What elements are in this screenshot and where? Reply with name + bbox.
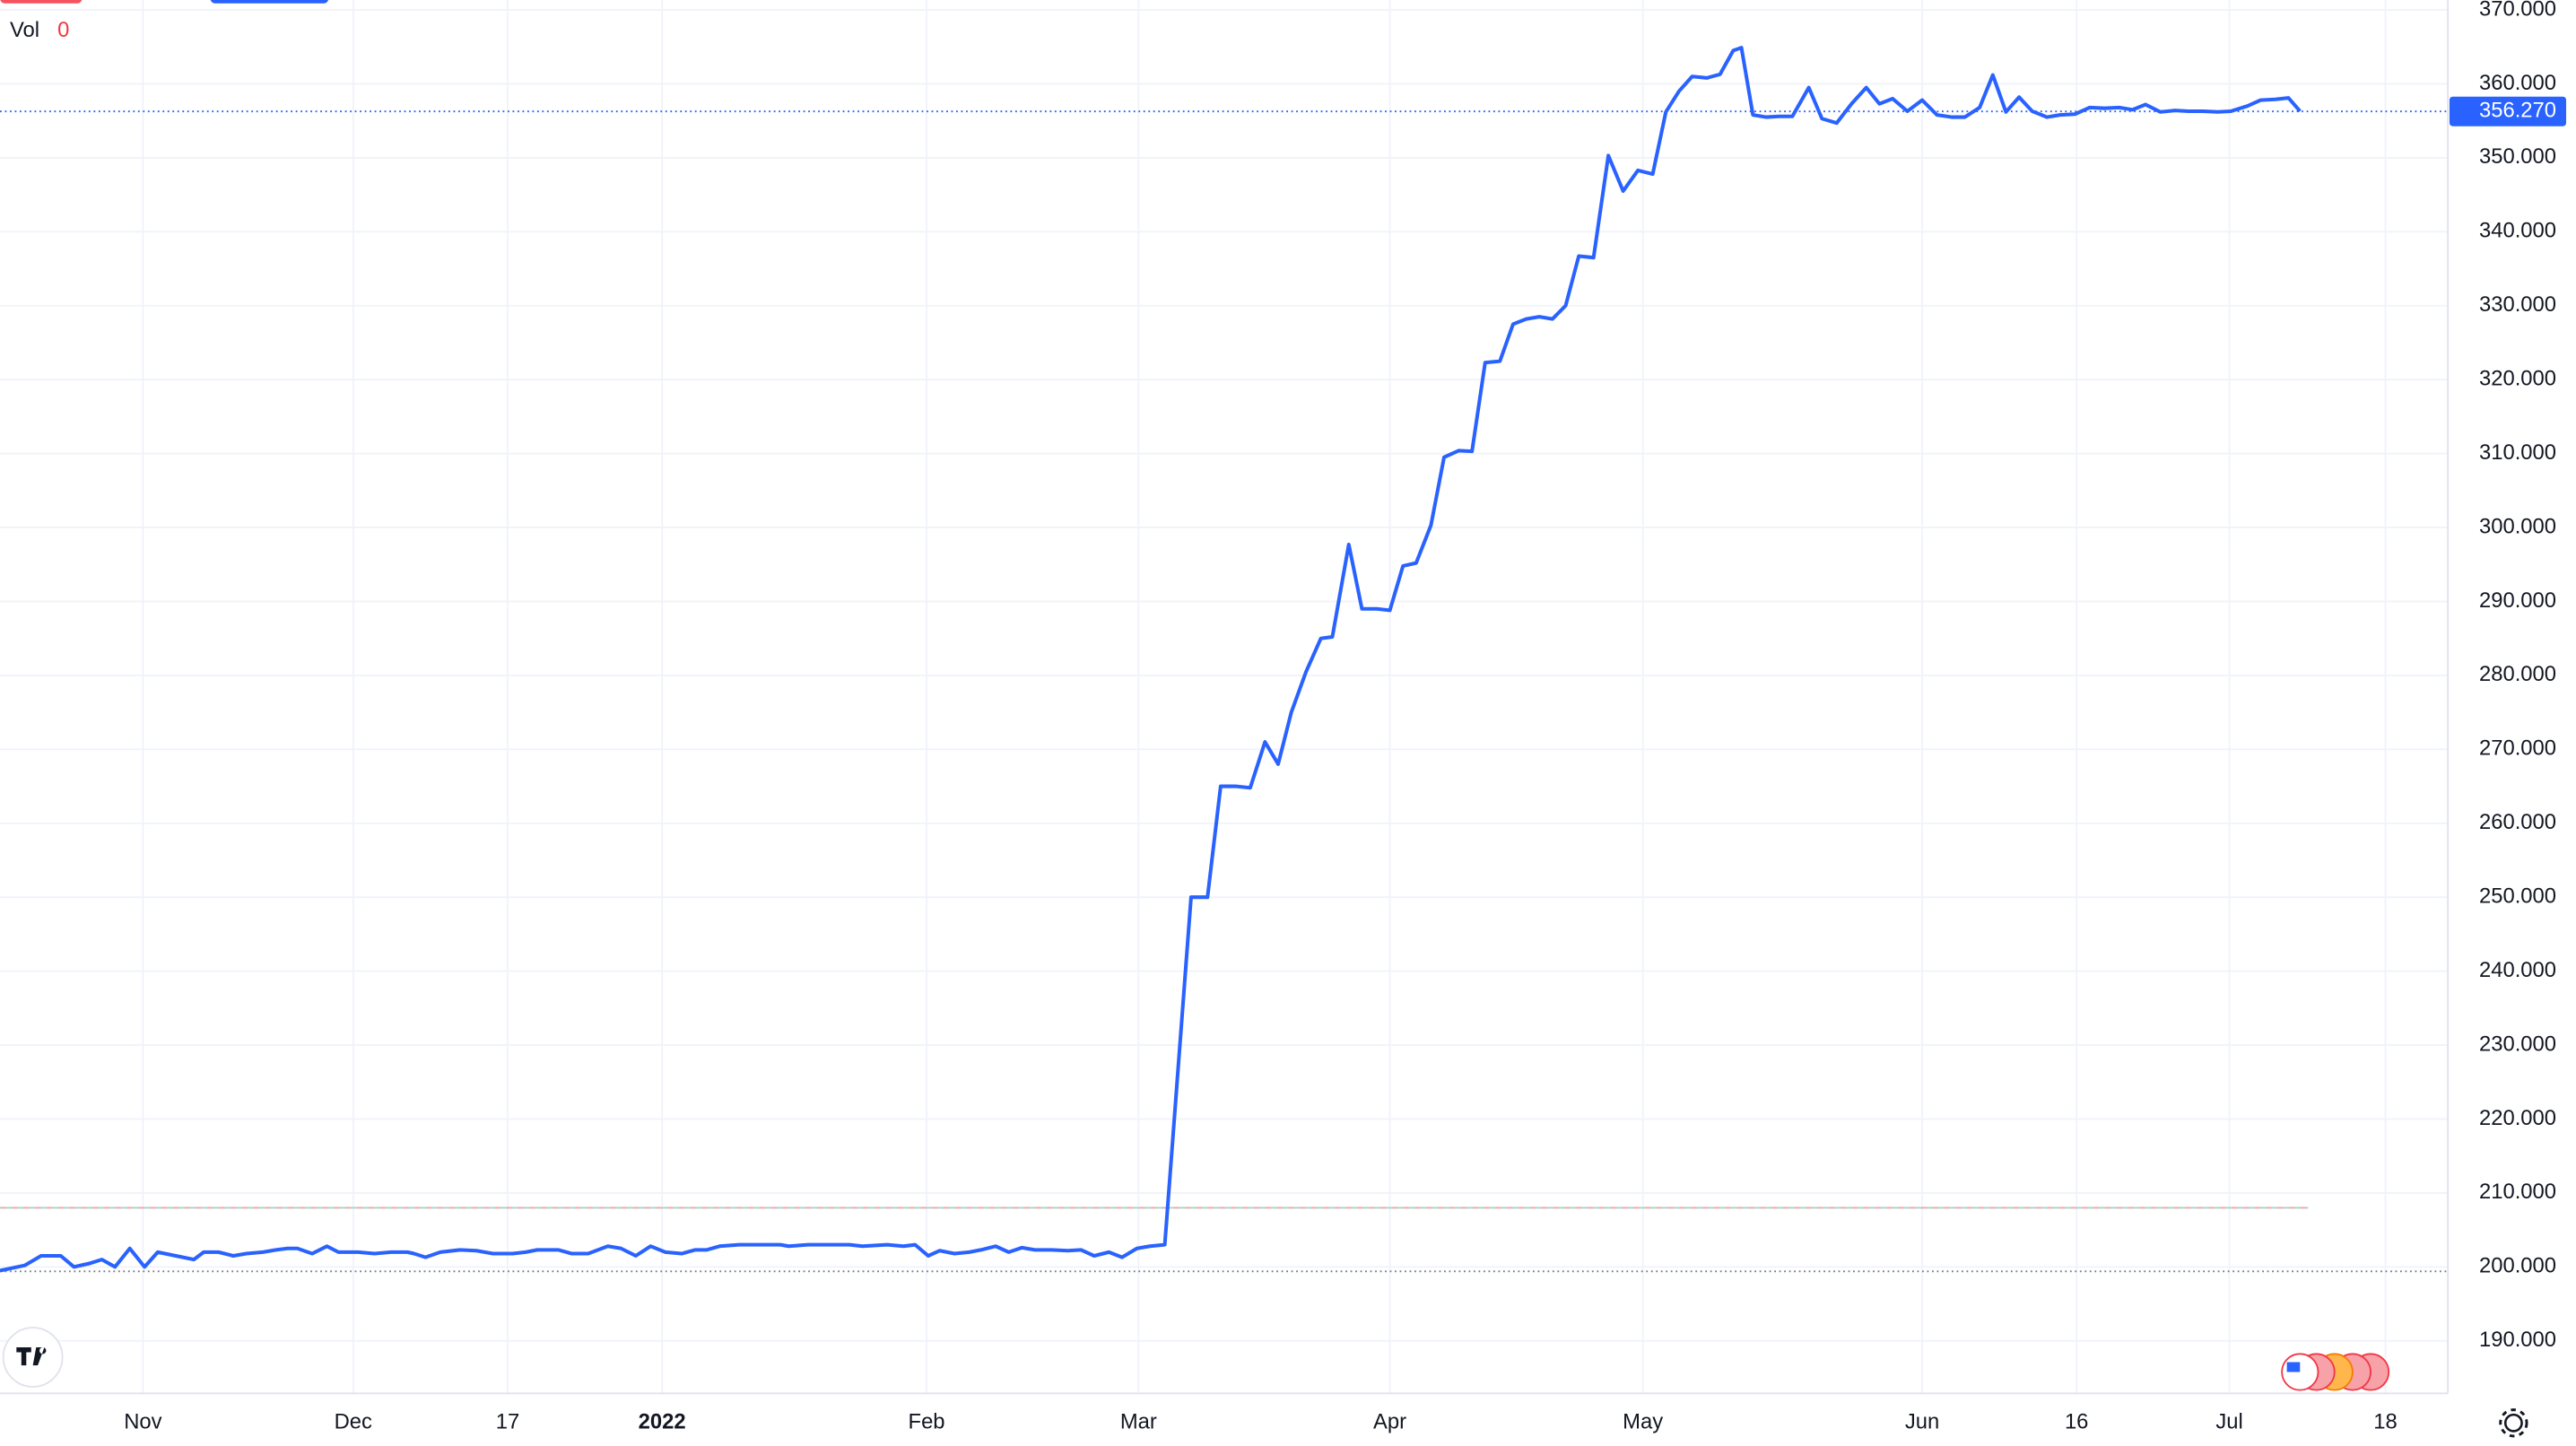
y-tick-label: 350.000	[2479, 144, 2556, 169]
logo-mark[interactable]	[16, 1347, 47, 1366]
settings[interactable]	[2499, 1408, 2528, 1438]
y-tick-label: 290.000	[2479, 588, 2556, 613]
y-tick-label: 220.000	[2479, 1106, 2556, 1130]
flag-canton[interactable]	[2286, 1362, 2301, 1372]
gear[interactable]	[2503, 1413, 2523, 1433]
x-tick-label: 18	[2373, 1410, 2397, 1434]
y-tick-label: 200.000	[2479, 1254, 2556, 1278]
last-price-box	[2449, 96, 2567, 126]
gear-teeth[interactable]	[2499, 1408, 2528, 1438]
x-tick-label: 17	[496, 1410, 519, 1434]
y-tick-label: 340.000	[2479, 219, 2556, 243]
y-tick-label: 210.000	[2479, 1180, 2556, 1204]
x-tick-label: Apr	[1373, 1410, 1406, 1434]
x-tick-label: Nov	[124, 1410, 161, 1434]
grid	[0, 0, 2449, 1394]
logo-circle[interactable]	[2, 1327, 64, 1388]
price-line	[0, 46, 2302, 1273]
plot	[0, 46, 2302, 1273]
y-tick-label: 240.000	[2479, 958, 2556, 982]
y-tick-label: 230.000	[2479, 1032, 2556, 1056]
y-tick-label: 250.000	[2479, 884, 2556, 908]
y-tick-label: 300.000	[2479, 514, 2556, 538]
x-tick-label: May	[1623, 1410, 1663, 1434]
x-tick-label: Dec	[335, 1410, 372, 1434]
levels	[0, 110, 2449, 1273]
y-tick-label: 370.000	[2479, 0, 2556, 21]
last-price-label: 356.270	[2479, 99, 2556, 123]
legend-value: 0	[57, 18, 69, 42]
x-tick-label: 16	[2065, 1410, 2088, 1434]
flags[interactable]	[2281, 1353, 2390, 1391]
x-tick-label: Feb	[909, 1410, 945, 1434]
x-tick-label: Mar	[1120, 1410, 1157, 1434]
toolbar-button[interactable]	[0, 0, 83, 4]
y-tick-label: 330.000	[2479, 292, 2556, 317]
toolbar-button[interactable]	[210, 0, 329, 4]
y-tick-label: 360.000	[2479, 71, 2556, 95]
y-tick-label: 190.000	[2479, 1328, 2556, 1352]
x-tick-label: 2022	[639, 1410, 686, 1434]
y-tick-label: 260.000	[2479, 810, 2556, 834]
y-tick-label: 280.000	[2479, 662, 2556, 686]
x-tick-label: Jul	[2215, 1410, 2242, 1434]
x-tick-label: Jun	[1905, 1410, 1939, 1434]
y-tick-label: 310.000	[2479, 440, 2556, 465]
legend-label: Vol	[10, 18, 39, 42]
logo[interactable]	[2, 1327, 64, 1388]
y-tick-label: 320.000	[2479, 366, 2556, 390]
y-tick-label: 270.000	[2479, 736, 2556, 761]
